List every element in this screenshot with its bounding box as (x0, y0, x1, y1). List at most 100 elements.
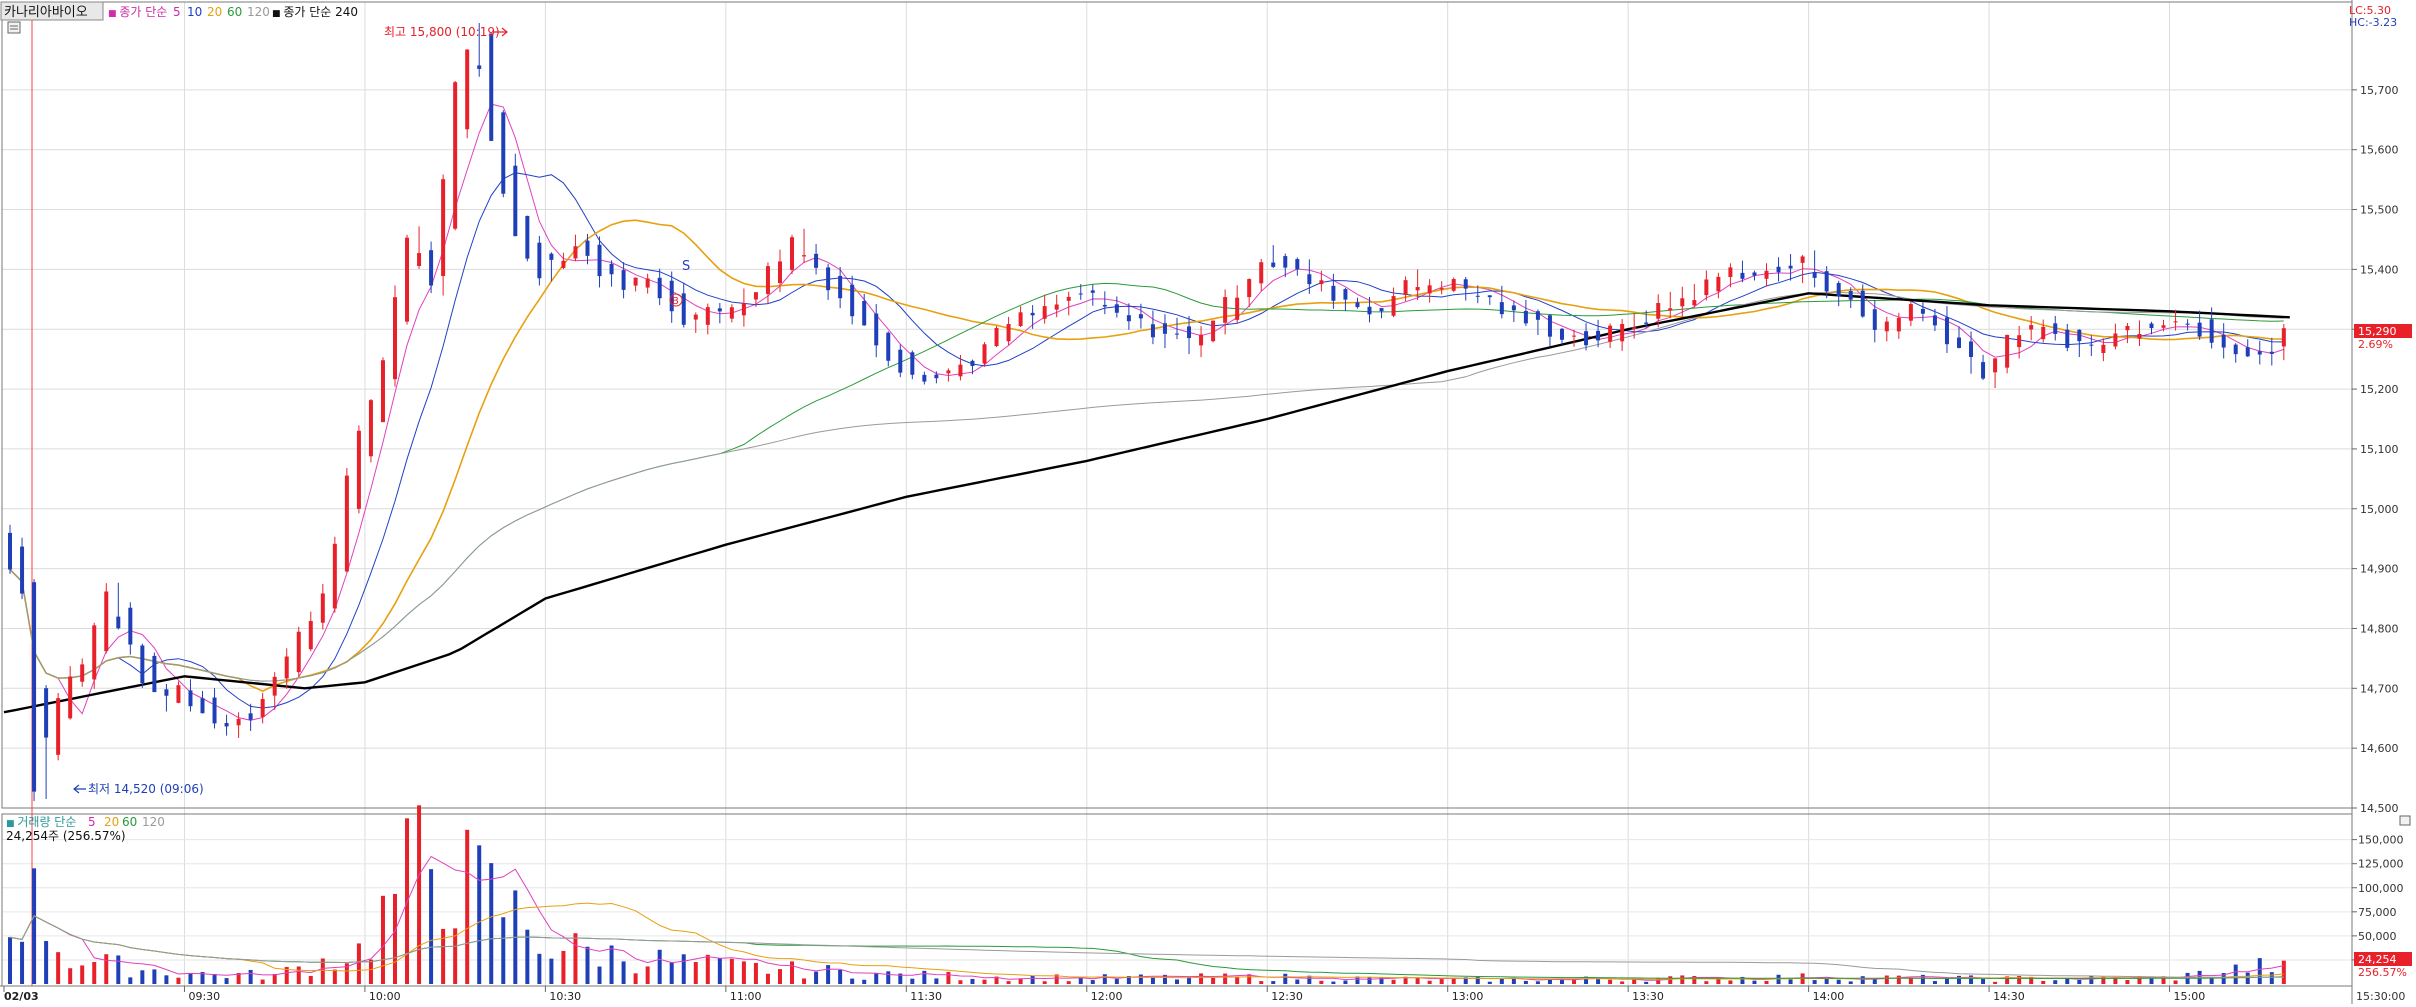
volume-bar-170 (2053, 980, 2058, 984)
volume-bar-9 (116, 955, 121, 984)
volume-bar-57 (693, 962, 698, 984)
candle-body-79 (958, 364, 963, 377)
volume-bar-39 (477, 845, 482, 984)
volume-bar-123 (1487, 981, 1492, 984)
volume-bar-122 (1475, 977, 1480, 984)
volume-bar-74 (898, 973, 903, 984)
candle-body-45 (549, 253, 554, 260)
candle-body-64 (777, 261, 782, 284)
candle-body-26 (320, 593, 325, 623)
time-tick-label-0: 02/03 (4, 990, 39, 1003)
candle-body-127 (1535, 311, 1540, 320)
volume-bar-121 (1463, 977, 1468, 984)
volume-bar-12 (152, 969, 157, 984)
volume-bar-110 (1331, 981, 1336, 984)
volume-bar-94 (1138, 974, 1143, 984)
candle-body-166 (2005, 334, 2010, 368)
candle-body-133 (1608, 325, 1613, 342)
volume-current-text: 24,254주 (256.57%) (6, 829, 126, 843)
stock-name-box[interactable] (0, 1, 104, 21)
volume-bar-169 (2041, 980, 2046, 984)
current-volume: 24,254 (2358, 953, 2397, 966)
volume-bar-4 (56, 952, 61, 984)
volume-moving-averages (9, 855, 2284, 981)
volume-bar-115 (1391, 979, 1396, 984)
volume-bar-189 (2281, 960, 2286, 984)
volume-bar-185 (2233, 964, 2238, 984)
volume-bar-119 (1439, 977, 1444, 984)
volume-legend-title: 거래량 단순 (17, 815, 76, 829)
time-tick-label-2: 10:00 (369, 990, 401, 1003)
price-tick-label-9: 14,800 (2360, 622, 2399, 635)
volume-bar-62 (753, 962, 758, 984)
candle-body-16 (200, 698, 205, 714)
candle-body-50 (609, 263, 614, 275)
candle-body-176 (2125, 325, 2130, 331)
candle-body-175 (2113, 333, 2118, 347)
volume-bar-158 (1908, 977, 1913, 984)
price-tick-label-3: 15,400 (2360, 263, 2399, 276)
candle-body-72 (874, 313, 879, 346)
volume-bar-157 (1896, 975, 1901, 984)
ma-line-5 (9, 103, 2284, 721)
volume-bar-8 (104, 954, 109, 984)
candle-body-145 (1752, 272, 1757, 276)
candle-body-130 (1572, 335, 1577, 337)
volume-bar-23 (284, 966, 289, 984)
volume-bar-90 (1090, 980, 1095, 984)
time-tick-label-4: 11:00 (730, 990, 762, 1003)
candle-body-181 (2185, 323, 2190, 325)
volume-bar-28 (344, 963, 349, 984)
volume-bar-143 (1728, 980, 1733, 984)
volume-bar-36 (441, 928, 446, 984)
volume-bar-48 (585, 946, 590, 984)
candle-body-83 (1006, 323, 1011, 342)
panel-toggle-icon[interactable] (2399, 815, 2411, 826)
volume-bar-87 (1054, 974, 1059, 984)
volume-bar-187 (2257, 958, 2262, 984)
high-arrow-icon (494, 27, 508, 37)
volume-bar-51 (621, 961, 626, 984)
candle-body-76 (922, 374, 927, 382)
volume-bar-167 (2017, 975, 2022, 984)
ma240-legend-label: 종가 단순 240 (283, 5, 358, 19)
candle-body-140 (1692, 300, 1697, 306)
candle-body-31 (380, 360, 385, 423)
volume-bar-124 (1499, 978, 1504, 984)
volume-bar-18 (224, 978, 229, 984)
candle-body-115 (1391, 296, 1396, 316)
settings-icon[interactable] (7, 21, 21, 34)
candle-body-185 (2233, 344, 2238, 355)
volume-bar-80 (970, 978, 975, 984)
candle-body-11 (140, 645, 145, 684)
candle-body-91 (1102, 304, 1107, 307)
ma5-legend: 5 (173, 5, 181, 19)
volume-bar-59 (717, 958, 722, 984)
candle-body-36 (441, 179, 446, 276)
candle-body-188 (2269, 351, 2274, 354)
candle-body-150 (1812, 272, 1817, 278)
volume-bar-100 (1211, 977, 1216, 984)
volume-bar-47 (573, 933, 578, 984)
volume-bar-43 (525, 929, 530, 984)
volume-bar-88 (1066, 981, 1071, 984)
candle-body-95 (1150, 324, 1155, 338)
volume-bar-32 (393, 893, 397, 984)
candle-body-63 (765, 266, 770, 294)
candle-body-163 (1969, 341, 1974, 358)
candle-body-154 (1860, 290, 1865, 317)
volume-tick-label-4: 50,000 (2358, 930, 2397, 943)
volume-bar-1 (20, 941, 25, 984)
volume-bar-25 (308, 975, 313, 984)
candle-body-35 (429, 250, 434, 286)
volume-bar-71 (862, 979, 867, 984)
candle-body-186 (2245, 347, 2250, 357)
volume-bar-129 (1559, 978, 1564, 984)
candle-body-182 (2197, 322, 2202, 337)
ma10-legend: 10 (187, 5, 202, 19)
lc-label: LC:5.30 (2349, 4, 2391, 17)
volume-bar-40 (489, 863, 494, 984)
volume-bar-166 (2005, 976, 2010, 984)
